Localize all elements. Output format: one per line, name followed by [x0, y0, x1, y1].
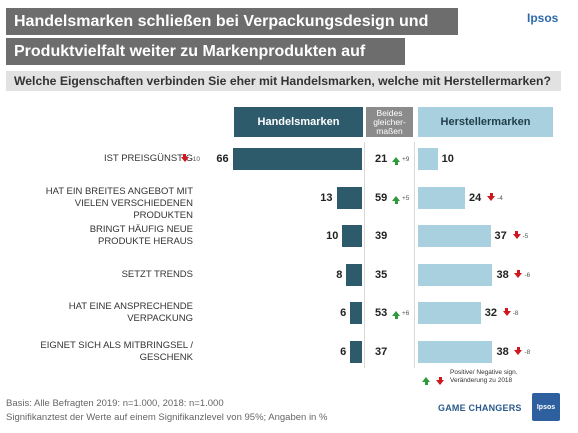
survey-question: Welche Eigenschaften verbinden Sie eher …	[6, 71, 561, 91]
value-label-herstellermarken: 37	[494, 230, 507, 242]
row-label: BRINGT HÄUFIG NEUE PRODUKTE HERAUS	[40, 224, 193, 248]
row-label-line: SETZT TRENDS	[121, 268, 193, 280]
down-arrow-icon	[502, 308, 511, 316]
ipsos-logo: Ipsos	[527, 11, 559, 25]
row-label: EIGNET SICH ALS MITBRINGSEL / GESCHENK	[40, 340, 193, 364]
up-arrow-icon	[392, 311, 400, 319]
column-divider-left	[364, 142, 365, 368]
row-label: HAT EIN BREITES ANGEBOT MIT VIELEN VERSCH…	[40, 186, 193, 222]
bar-herstellermarken	[418, 263, 493, 286]
value-label-beides: 53	[375, 307, 388, 319]
change-label-beides: +9	[402, 156, 410, 163]
column-header-beides-line-1: Beides	[376, 107, 403, 118]
row-label-line: HAT EIN BREITES ANGEBOT MIT	[45, 185, 193, 197]
game-changers-tagline: GAME CHANGERS	[438, 403, 522, 413]
down-arrow-icon	[512, 231, 521, 239]
down-arrow-icon	[487, 192, 496, 201]
column-header-handelsmarken: Handelsmarken	[234, 107, 363, 137]
value-label-beides: 59	[375, 191, 388, 204]
column-divider-right	[414, 142, 415, 368]
row-label-line: GESCHENK	[139, 351, 193, 363]
row-label-line: BRINGT HÄUFIG NEUE	[89, 224, 193, 235]
row-label-line: HAT EINE ANSPRECHENDE	[68, 301, 193, 312]
legend-text: Positive/ Negative sign. Veränderung zu …	[450, 369, 550, 385]
column-header-herstellermarken: Herstellermarken	[418, 107, 553, 137]
down-arrow-icon	[514, 269, 523, 278]
value-label-handelsmarken: 8	[336, 268, 343, 281]
value-label-herstellermarken: 24	[469, 191, 482, 204]
change-label-herstellermarken: -4	[497, 194, 503, 202]
bar-handelsmarken	[232, 148, 362, 170]
chart-title-line-1: Handelsmarken schließen bei Verpackungsd…	[6, 8, 458, 35]
bar-handelsmarken	[342, 225, 362, 247]
value-label-handelsmarken: 13	[320, 191, 333, 204]
value-label-handelsmarken: 6	[340, 307, 347, 319]
row-label-line: IST PREISGÜNSTIG	[103, 153, 193, 164]
change-label-handelsmarken: -10	[190, 156, 201, 163]
value-label-handelsmarken: 66	[216, 153, 229, 165]
change-label-herstellermarken: -8	[524, 348, 531, 356]
bar-herstellermarken	[418, 225, 491, 247]
value-label-herstellermarken: 38	[496, 345, 509, 358]
value-label-beides: 39	[375, 230, 388, 242]
bar-herstellermarken	[418, 302, 481, 324]
row-label-line: PRODUKTE HERAUS	[97, 236, 193, 247]
bar-herstellermarken	[418, 148, 438, 170]
change-label-beides: +6	[402, 310, 410, 317]
change-label-beides: +5	[402, 194, 410, 202]
value-label-handelsmarken: 10	[326, 230, 339, 242]
basis-footnote: Basis: Alle Befragten 2019: n=1.000, 201…	[6, 398, 224, 409]
legend-up-arrow-icon	[422, 377, 430, 385]
chart-title-line-2: Produktvielfalt weiter zu Markenprodukte…	[6, 38, 405, 65]
row-label-line: EIGNET SICH ALS MITBRINGSEL /	[40, 339, 193, 351]
bar-herstellermarken	[418, 340, 493, 363]
legend-line-2: Veränderung zu 2018	[450, 377, 513, 384]
change-label-herstellermarken: -8	[512, 310, 519, 317]
bar-herstellermarken	[418, 186, 466, 209]
row-label: SETZT TRENDS	[40, 269, 193, 281]
value-label-handelsmarken: 6	[340, 345, 347, 358]
value-label-herstellermarken: 10	[441, 153, 454, 165]
legend-down-arrow-icon	[436, 377, 444, 385]
row-label: IST PREISGÜNSTIG	[40, 153, 193, 165]
value-label-herstellermarken: 32	[484, 307, 497, 319]
up-arrow-icon	[392, 157, 400, 165]
column-header-beides-line-3: maßen	[376, 125, 403, 136]
value-label-beides: 37	[375, 345, 388, 358]
value-label-herstellermarken: 38	[496, 268, 509, 281]
down-arrow-icon	[180, 154, 189, 162]
bar-handelsmarken	[350, 340, 362, 363]
row-label-line: VIELEN VERSCHIEDENEN PRODUKTEN	[74, 197, 193, 221]
ipsos-logo-box: Ipsos	[532, 393, 560, 421]
bar-handelsmarken	[346, 263, 362, 286]
legend-line-1: Positive/ Negative sign.	[450, 369, 518, 376]
value-label-beides: 35	[375, 268, 388, 281]
down-arrow-icon	[514, 346, 523, 355]
bar-handelsmarken	[336, 186, 362, 209]
bar-handelsmarken	[350, 302, 362, 324]
up-arrow-icon	[392, 195, 400, 204]
change-label-herstellermarken: -6	[524, 271, 531, 279]
row-label: HAT EINE ANSPRECHENDE VERPACKUNG	[40, 301, 193, 325]
column-header-beides: Beides gleicher- maßen	[366, 107, 413, 137]
change-label-herstellermarken: -5	[522, 233, 529, 240]
column-header-beides-line-2: gleicher-	[373, 116, 406, 127]
significance-footnote: Signifikanztest der Werte auf einem Sign…	[6, 412, 328, 423]
value-label-beides: 21	[375, 153, 388, 165]
row-label-line: VERPACKUNG	[127, 313, 193, 324]
